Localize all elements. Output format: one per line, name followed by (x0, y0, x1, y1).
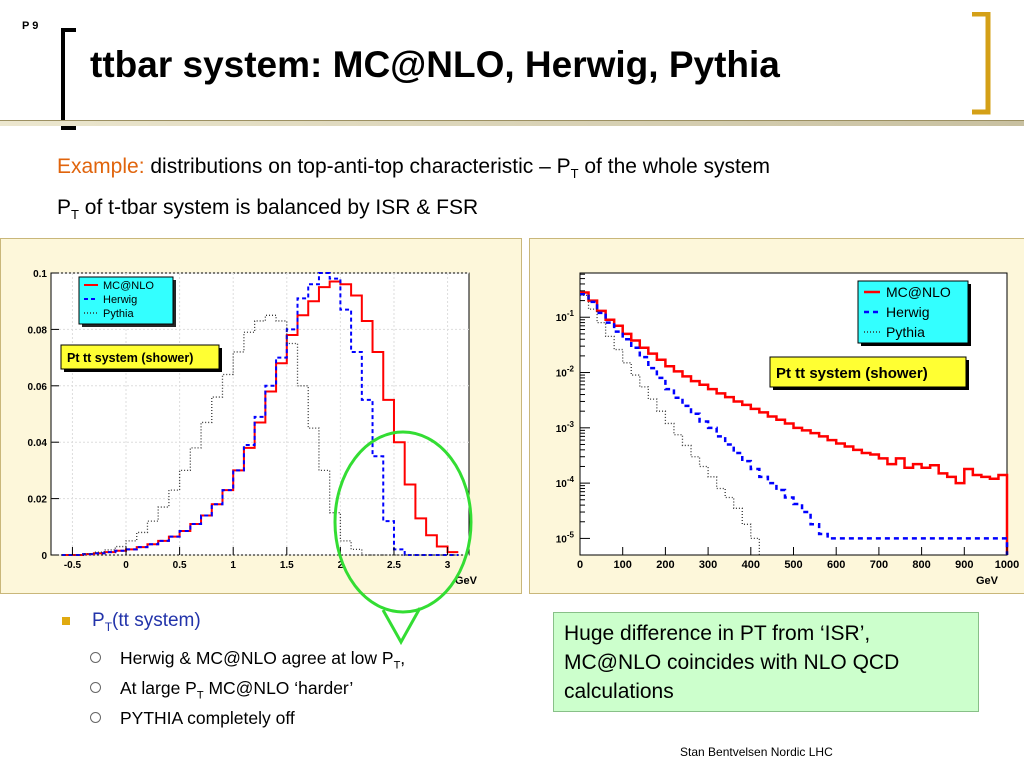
bullet-main-text: PT(tt system) (92, 610, 201, 634)
note-line: Huge difference in PT from ‘ISR’, (564, 622, 871, 645)
x-tick-label: 400 (742, 559, 760, 571)
y-ticks: 10-5 10-4 10-3 10-2 10-1 (556, 273, 590, 545)
y-tick-label: 0.06 (28, 382, 48, 393)
series-herwig (61, 272, 459, 556)
x-tick-label: 0.5 (173, 560, 187, 571)
x-tick-label: 2 (338, 560, 344, 571)
linear-chart-panel: -0.5 0 0.5 1 1.5 2 2.5 3 0 0.02 0.04 0.06 0.08 0.1 G… (0, 238, 522, 594)
x-tick-label: 0 (577, 559, 583, 571)
sub-bullet: Herwig & MC@NLO agree at low PT, (90, 648, 405, 672)
x-tick-label: 1.5 (280, 560, 294, 571)
bullet-main: PT(tt system) (62, 610, 201, 634)
legend: MC@NLO Herwig Pythia (78, 276, 176, 327)
sub-bullet: PYTHIA completely off (90, 708, 295, 729)
ring-marker (90, 652, 101, 663)
x-tick-label: 600 (827, 559, 845, 571)
ring-marker (90, 712, 101, 723)
x-tick-label: 1000 (995, 559, 1019, 571)
series-group (61, 272, 459, 556)
grid (51, 272, 469, 556)
subtitle: Example: distributions on top-anti-top c… (57, 150, 770, 232)
y-tick-label: 0.02 (28, 495, 48, 506)
x-tick-label: 3 (445, 560, 451, 571)
subtitle-text: distributions on top-anti-top characteri… (144, 155, 571, 178)
note-line: MC@NLO coincides with NLO QCD (564, 651, 900, 674)
x-tick-label: 700 (870, 559, 888, 571)
subscript: T (570, 166, 579, 182)
ring-marker (90, 682, 101, 693)
x-tick-label: 300 (699, 559, 717, 571)
subtitle-text-end: of the whole system (578, 155, 770, 178)
note-box: Huge difference in PT from ‘ISR’, MC@NLO… (553, 612, 979, 712)
y-tick-label: 10-3 (556, 420, 575, 435)
x-ticks: 0 100 200 300 400 500 600 700 800 900 1000 (577, 547, 1019, 571)
example-label: Example: (57, 155, 145, 178)
page-number: P 9 (22, 20, 39, 32)
x-tick-label: 1 (230, 560, 236, 571)
series-pythia (580, 294, 760, 555)
linear-pt-chart: -0.5 0 0.5 1 1.5 2 2.5 3 0 0.02 0.04 0.06 0.08 0.1 G… (28, 269, 478, 587)
legend-item-pythia: Pythia (886, 324, 925, 340)
log-chart-panel: 0 100 200 300 400 500 600 700 800 900 1000 10-5 10-… (529, 238, 1024, 594)
x-tick-label: 0 (123, 560, 129, 571)
annotation-text: Pt tt system (shower) (67, 351, 193, 365)
footer-credit: Stan Bentvelsen Nordic LHC (680, 745, 833, 759)
slide-title: ttbar system: MC@NLO, Herwig, Pythia (90, 44, 780, 85)
callout-ellipse (333, 430, 473, 646)
x-tick-label: 500 (784, 559, 802, 571)
annotation-box: Pt tt system (shower) (769, 356, 969, 390)
x-tick-label: 2.5 (387, 560, 401, 571)
annotation-box: Pt tt system (shower) (60, 344, 222, 372)
legend-item-herwig: Herwig (886, 304, 930, 320)
x-tick-label: 800 (912, 559, 930, 571)
legend-item-herwig: Herwig (103, 294, 137, 306)
left-bracket (61, 28, 76, 130)
subscript: T (71, 207, 79, 223)
y-tick-label: 10-2 (556, 365, 575, 380)
y-tick-label: 0.04 (28, 438, 48, 449)
subtitle-line-2: PT of t-tbar system is balanced by ISR &… (57, 191, 770, 232)
y-tick-label: 0.1 (33, 269, 47, 280)
legend-item-pythia: Pythia (103, 308, 134, 320)
x-tick-label: -0.5 (64, 560, 82, 571)
y-tick-label: 0 (41, 551, 47, 562)
series-group (580, 291, 1009, 555)
y-tick-label: 0.08 (28, 325, 48, 336)
y-ticks: 0 0.02 0.04 0.06 0.08 0.1 (28, 269, 59, 562)
subtitle-text: P (57, 196, 72, 220)
legend-item-mcnlo: MC@NLO (886, 284, 951, 300)
legend-item-mcnlo: MC@NLO (103, 280, 154, 292)
sub-bullet: At large PT MC@NLO ‘harder’ (90, 678, 353, 702)
log-pt-chart: 0 100 200 300 400 500 600 700 800 900 1000 10-510-… (556, 272, 1019, 587)
series-herwig (580, 293, 1009, 555)
legend: MC@NLO Herwig Pythia (857, 280, 971, 346)
x-ticks: -0.5 0 0.5 1 1.5 2 2.5 3 (64, 547, 451, 571)
bullet-marker (62, 616, 70, 625)
right-bracket (972, 12, 991, 115)
x-axis-label: GeV (976, 575, 999, 587)
note-line: calculations (564, 680, 674, 703)
x-axis-label: GeV (455, 575, 478, 587)
subtitle-line-1: Example: distributions on top-anti-top c… (57, 150, 770, 191)
x-tick-label: 200 (656, 559, 674, 571)
x-tick-label: 100 (614, 559, 632, 571)
y-tick-label: 10-1 (556, 309, 575, 324)
subtitle-text-rest: of t-tbar system is balanced by ISR & FS… (78, 196, 479, 220)
series-mcnlo (580, 291, 1009, 555)
annotation-text: Pt tt system (shower) (776, 365, 928, 382)
title-rule (0, 120, 1024, 126)
y-tick-label: 10-5 (556, 530, 575, 545)
y-tick-label: 10-4 (556, 475, 575, 490)
x-tick-label: 900 (955, 559, 973, 571)
